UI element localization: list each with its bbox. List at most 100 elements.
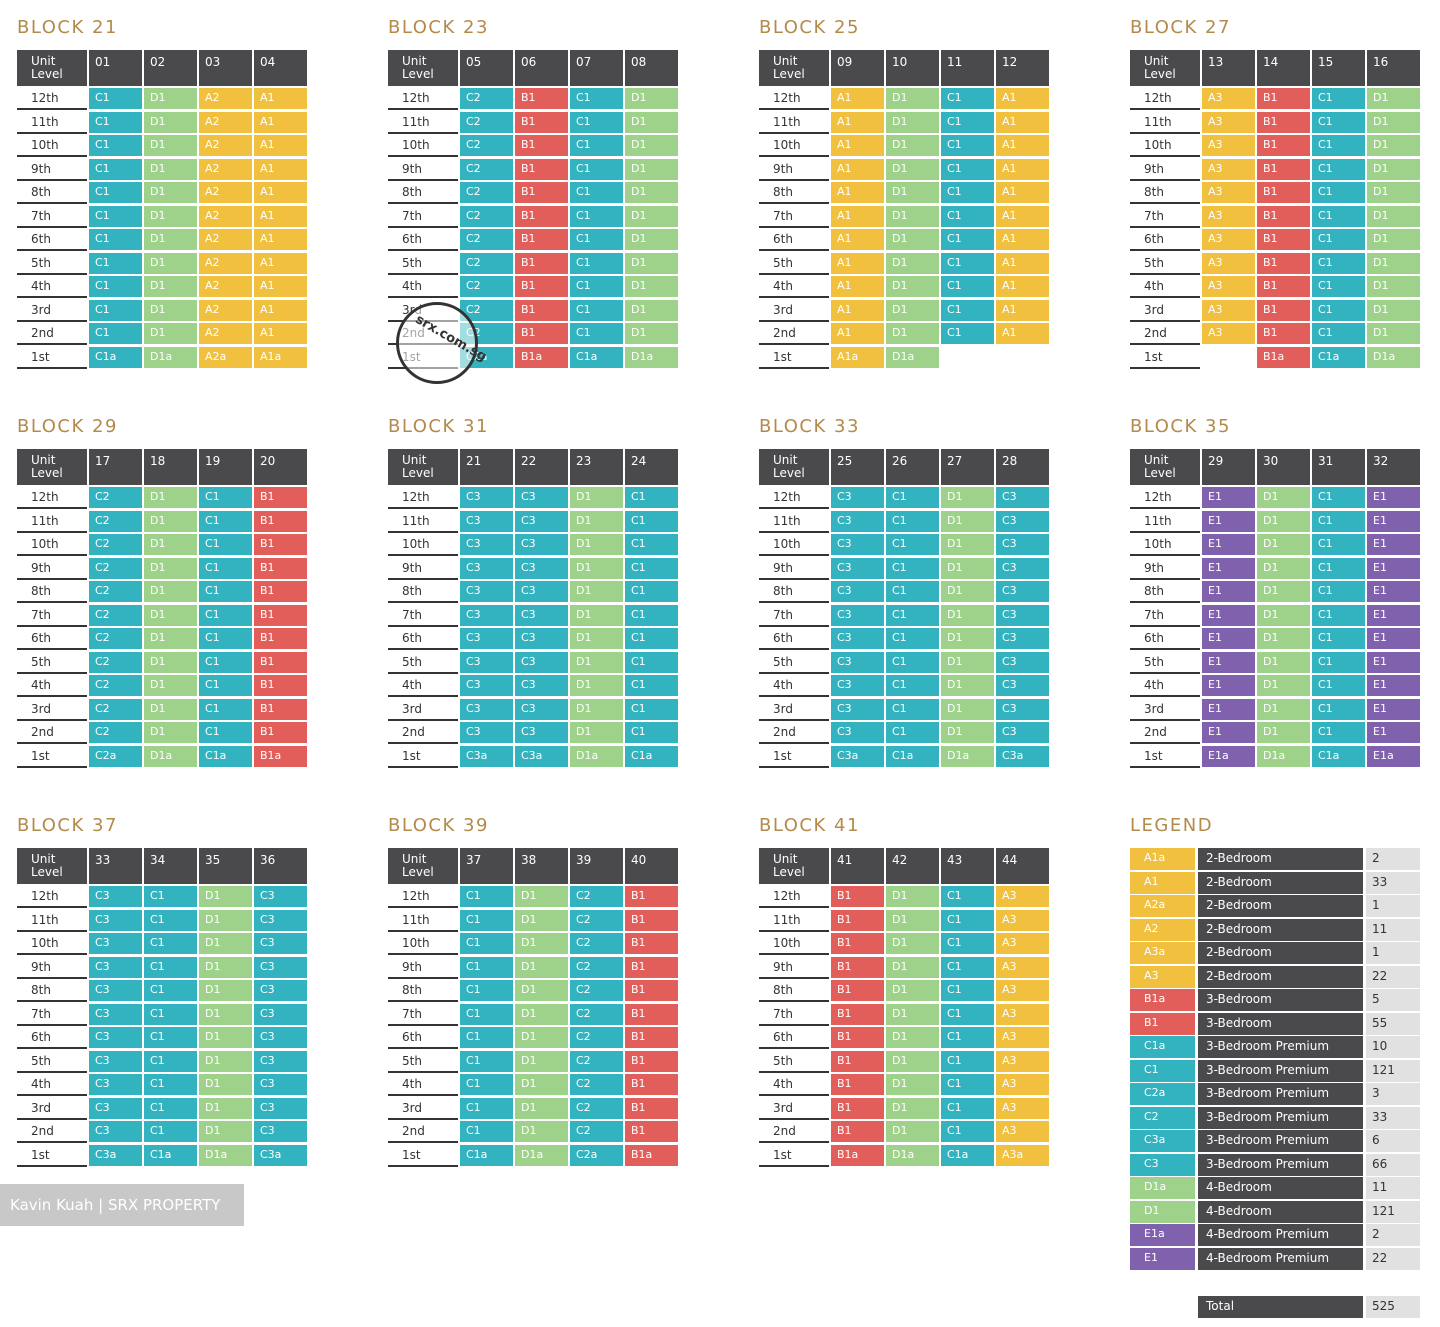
level-label: 7th (17, 1004, 87, 1026)
level-label: 5th (759, 1051, 829, 1073)
unit-type-cell: D1 (144, 722, 197, 744)
level-label: 6th (388, 1027, 458, 1049)
unit-type-cell: D1 (1367, 229, 1420, 251)
unit-number-header: 35 (199, 848, 252, 884)
unit-type-cell: C1 (941, 299, 994, 322)
block-header-row: Unit Level 33 34 35 36 (17, 848, 309, 884)
unit-number-header: 16 (1367, 50, 1420, 86)
unit-type-cell: D1 (625, 135, 678, 157)
level-row: 9th C2 B1 C1 D1 (388, 158, 680, 181)
legend-count: 22 (1366, 965, 1420, 988)
unit-type-cell: B1 (254, 581, 307, 603)
legend-count: 1 (1366, 942, 1420, 964)
unit-type-cell: C3 (831, 675, 884, 697)
unit-type-cell: C1 (941, 933, 994, 955)
level-row: 3rd A1 D1 C1 A1 (759, 299, 1051, 322)
unit-type-cell: A3 (1202, 111, 1255, 134)
level-row: 2nd A3 B1 C1 D1 (1130, 323, 1422, 345)
unit-type-cell: C2 (460, 299, 513, 322)
legend-row: A2a 2-Bedroom 1 (1130, 895, 1420, 917)
level-label: 12th (759, 487, 829, 509)
unit-type-cell: C3 (996, 698, 1049, 721)
unit-type-cell: B1 (254, 604, 307, 627)
unit-number-header: 28 (996, 449, 1049, 485)
unit-type-cell: C1a (886, 745, 939, 768)
level-label: 4th (759, 675, 829, 697)
level-row: 3rd C1 D1 A2 A1 (17, 299, 309, 322)
level-label: 9th (1130, 159, 1200, 181)
unit-type-cell: C3a (460, 745, 513, 768)
unit-type-cell: B1 (1257, 299, 1310, 322)
unit-type-cell: C3 (996, 534, 1049, 556)
block-title: BLOCK 39 (388, 815, 489, 836)
level-row: 1st C3a C3a D1a C1a (388, 745, 680, 768)
unit-type-cell: C1 (1312, 581, 1365, 603)
unit-type-cell: C1 (941, 182, 994, 204)
unit-type-cell: A1 (996, 88, 1049, 110)
unit-type-cell: B1 (515, 229, 568, 251)
unit-type-cell: C1 (625, 534, 678, 556)
level-label: 9th (17, 558, 87, 580)
level-label: 3rd (759, 300, 829, 322)
unit-type-cell: C3 (89, 980, 142, 1002)
unit-type-cell: A3 (996, 980, 1049, 1002)
legend-code: B1 (1130, 1012, 1195, 1035)
unit-type-cell: B1 (515, 88, 568, 110)
unit-type-cell: C1a (89, 346, 142, 369)
unit-type-cell: D1 (1367, 135, 1420, 157)
unit-type-cell: C2 (570, 1097, 623, 1120)
unit-type-cell: D1 (144, 698, 197, 721)
unit-type-cell: D1 (144, 299, 197, 322)
level-row: 11th C2 B1 C1 D1 (388, 111, 680, 134)
unit-type-cell: A3 (996, 1074, 1049, 1096)
level-row: 1st C3a C1a D1a C3a (759, 745, 1051, 768)
unit-type-cell: B1a (1257, 346, 1310, 369)
unit-type-cell: C1 (625, 722, 678, 744)
level-label: 12th (1130, 487, 1200, 509)
legend-row: C3a 3-Bedroom Premium 6 (1130, 1130, 1420, 1152)
unit-level-header: Unit Level (759, 449, 829, 485)
unit-type-cell: D1 (199, 1050, 252, 1073)
unit-type-cell: D1 (515, 1074, 568, 1096)
unit-number-header: 08 (625, 50, 678, 86)
unit-type-cell: C1 (941, 111, 994, 134)
unit-type-cell: D1 (941, 557, 994, 580)
unit-type-cell: D1 (1257, 651, 1310, 674)
block-header-row: Unit Level 37 38 39 40 (388, 848, 680, 884)
unit-type-cell: C1 (199, 557, 252, 580)
level-row: 12th A3 B1 C1 D1 (1130, 88, 1422, 110)
level-label: 11th (1130, 511, 1200, 533)
unit-type-cell: C1 (941, 323, 994, 345)
unit-type-cell: C3 (460, 675, 513, 697)
level-row: 1st B1a D1a C1a A3a (759, 1144, 1051, 1167)
unit-type-cell: C2 (89, 557, 142, 580)
unit-type-cell: C3 (996, 487, 1049, 509)
unit-type-cell: B1a (254, 745, 307, 768)
level-row: 2nd C2 D1 C1 B1 (17, 722, 309, 744)
unit-type-cell: D1a (144, 745, 197, 768)
unit-type-cell: C1 (886, 534, 939, 556)
legend-code: E1 (1130, 1247, 1195, 1270)
legend-code: C3a (1130, 1130, 1195, 1152)
unit-type-cell: C3 (831, 604, 884, 627)
unit-level-header: Unit Level (17, 449, 87, 485)
unit-type-cell: A3 (996, 909, 1049, 932)
legend-count: 33 (1366, 871, 1420, 894)
unit-type-cell: D1 (886, 1074, 939, 1096)
unit-type-cell: C1 (941, 158, 994, 181)
legend-description: 2-Bedroom (1198, 918, 1363, 941)
level-label: 9th (17, 957, 87, 979)
level-row: 3rd C3 C3 D1 C1 (388, 698, 680, 721)
legend-code: D1 (1130, 1200, 1195, 1223)
unit-type-cell: D1 (144, 675, 197, 697)
unit-type-cell: D1 (1257, 487, 1310, 509)
legend-code: A2a (1130, 895, 1195, 917)
unit-type-cell: C1 (89, 323, 142, 345)
unit-type-cell: B1 (1257, 229, 1310, 251)
level-label: 1st (759, 746, 829, 768)
unit-type-cell: C1a (1312, 745, 1365, 768)
level-row: 8th C2 D1 C1 B1 (17, 581, 309, 603)
unit-type-cell: C1 (1312, 111, 1365, 134)
block-header-row: Unit Level 17 18 19 20 (17, 449, 309, 485)
level-label: 9th (759, 957, 829, 979)
